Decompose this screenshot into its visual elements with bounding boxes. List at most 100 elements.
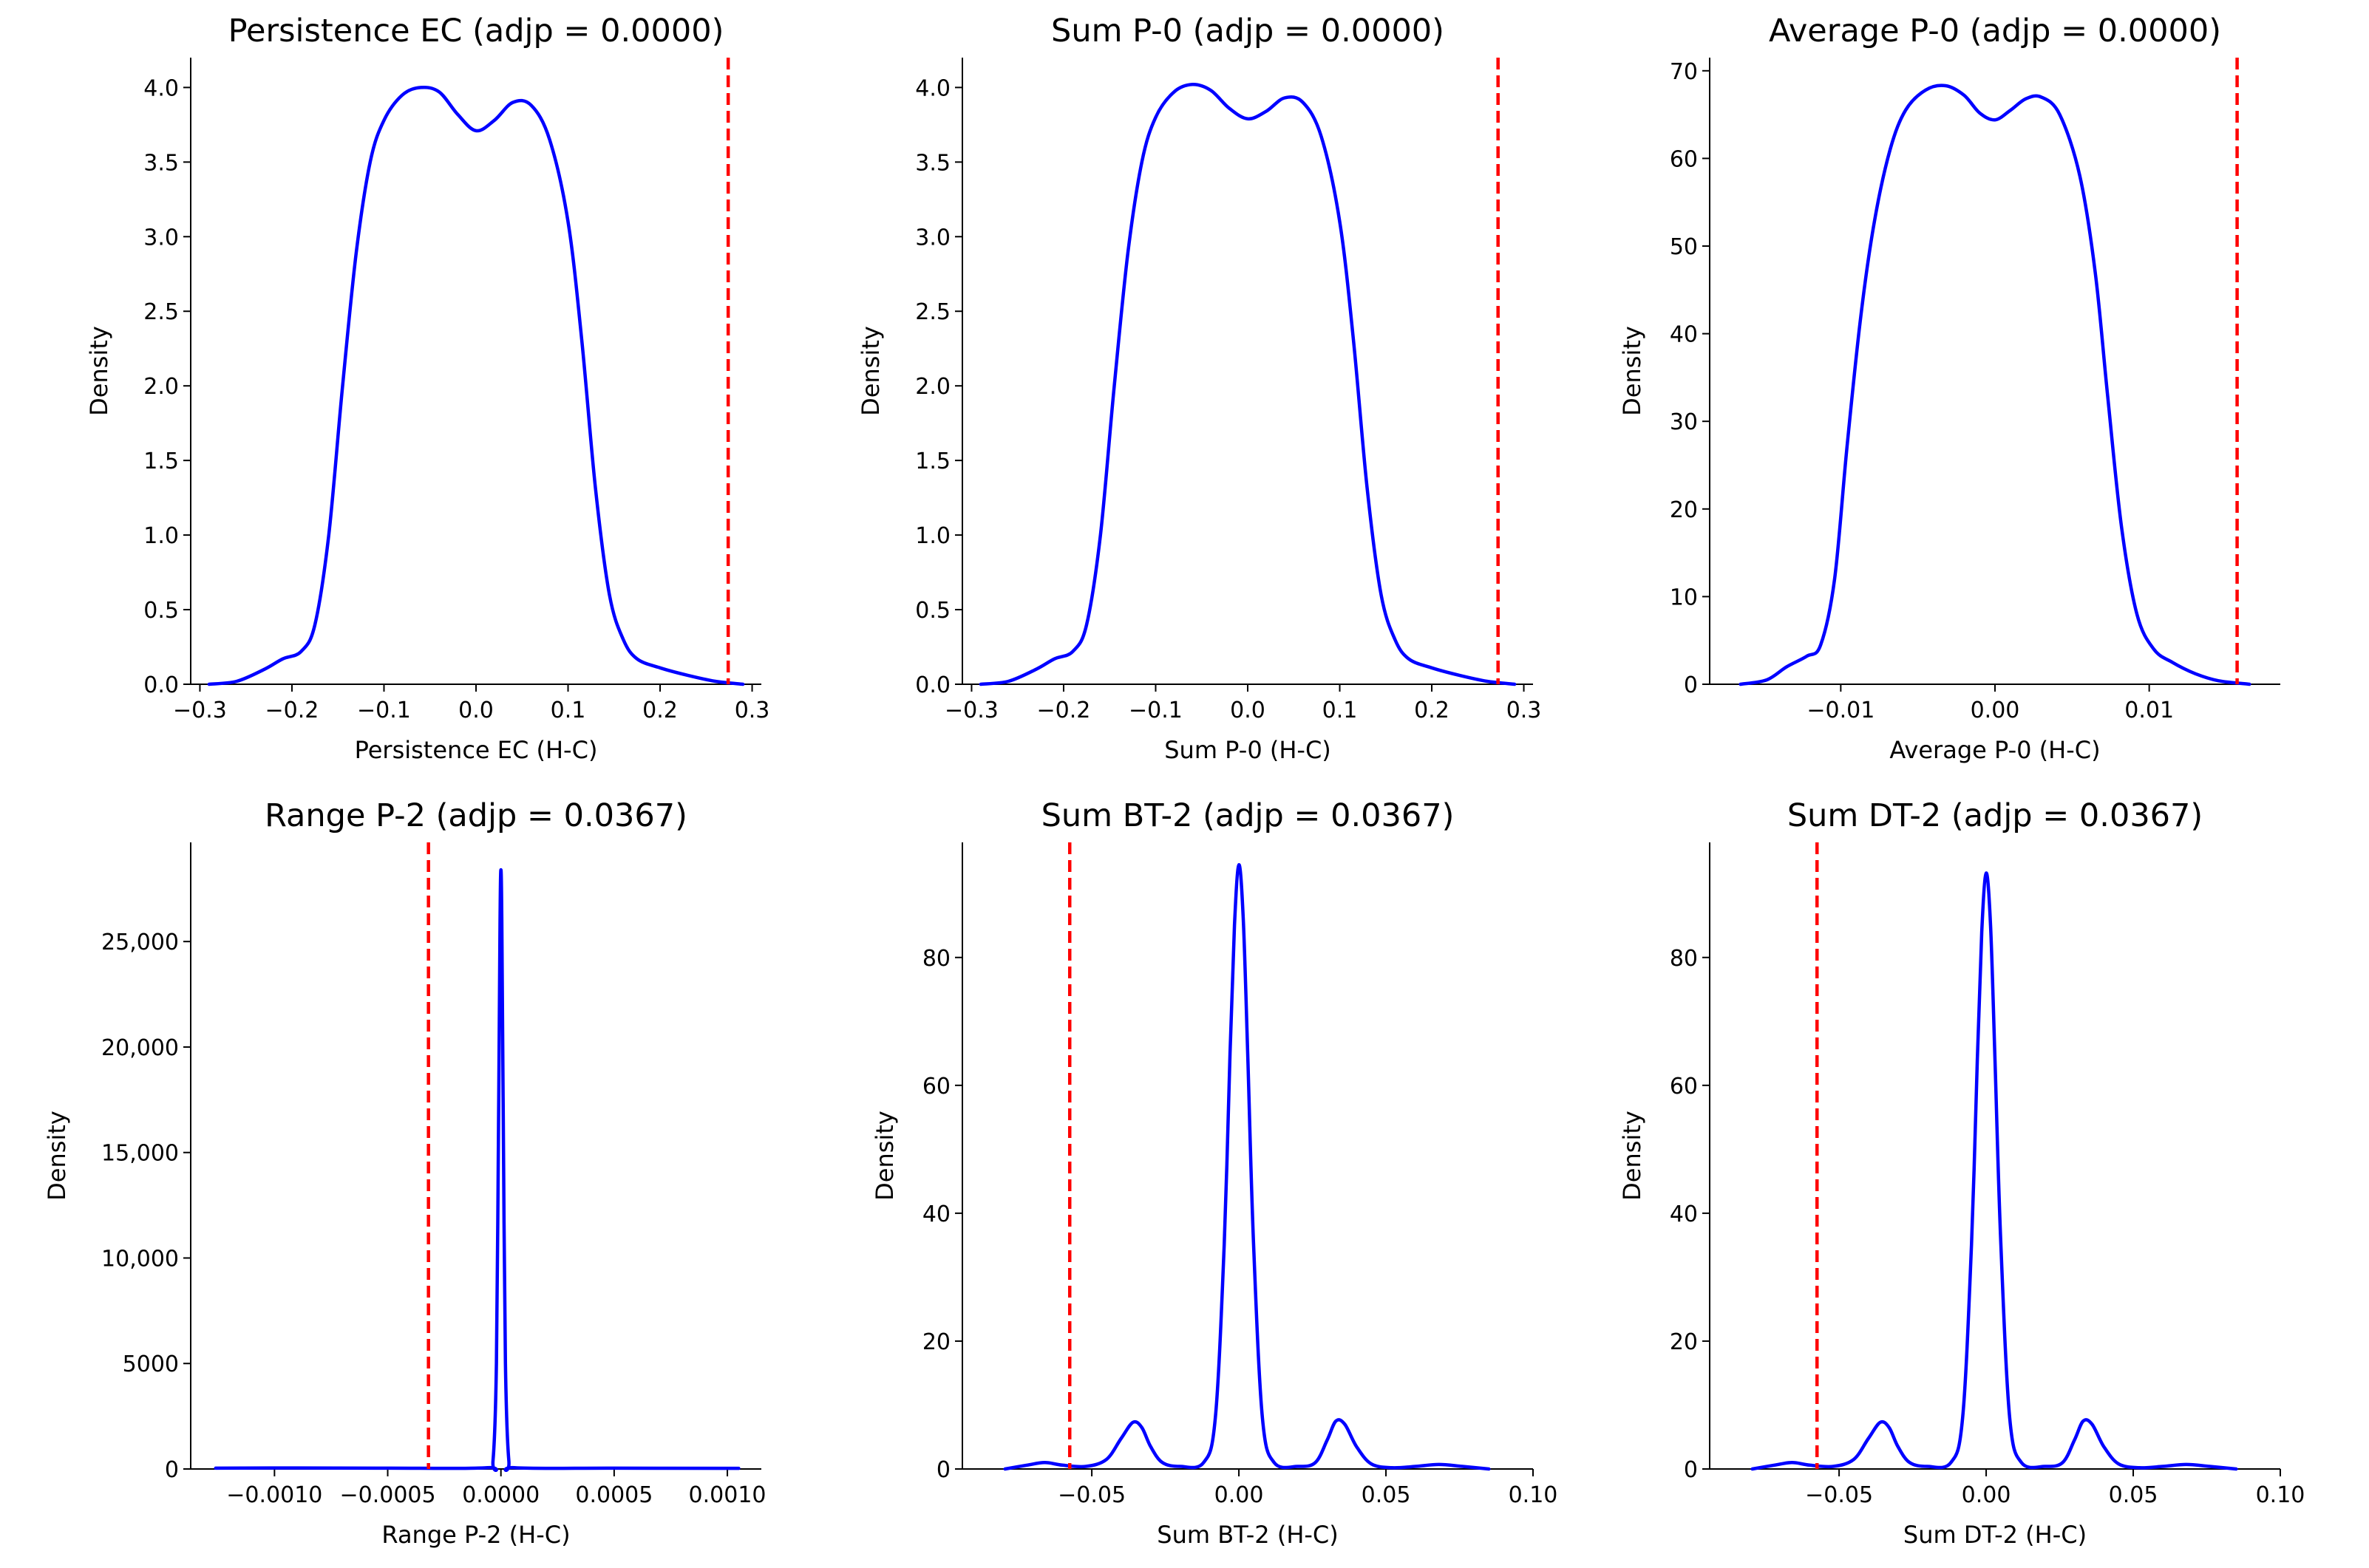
- chart-panel-3: −0.01 0.00 0.01 0 10 20 30 40 50 60 70 Average P-0 …: [1618, 13, 2280, 764]
- x-axis-label: Sum BT-2 (H-C): [1157, 1521, 1339, 1549]
- y-axis-label: Density: [1618, 326, 1646, 416]
- y-axis-label: Density: [43, 1111, 71, 1201]
- y-tick-label: 15,000: [101, 1141, 179, 1167]
- x-tick-label: −0.2: [1037, 698, 1091, 723]
- x-tick-label: 0.2: [1414, 698, 1449, 723]
- x-tick-label: 0.00: [1214, 1482, 1264, 1508]
- y-tick-label: 60: [1670, 1074, 1698, 1100]
- y-tick-label: 0: [165, 1457, 179, 1483]
- y-tick-label: 4.0: [143, 75, 179, 101]
- x-tick-label: 0.1: [551, 698, 586, 723]
- x-tick-label: −0.3: [945, 698, 999, 723]
- y-tick-label: 0: [937, 1457, 951, 1483]
- y-tick-label: 1.5: [915, 449, 951, 474]
- y-tick-label: 3.0: [143, 225, 179, 250]
- x-tick-label: −0.0010: [226, 1482, 322, 1508]
- x-tick-label: −0.3: [173, 698, 227, 723]
- x-axis-label: Range P-2 (H-C): [381, 1521, 570, 1549]
- x-tick-label: −0.0005: [339, 1482, 435, 1508]
- x-tick-label: 0.3: [1506, 698, 1542, 723]
- kde-density-line: [1738, 83, 2251, 686]
- y-tick-label: 60: [1670, 146, 1698, 172]
- y-tick-label: 1.0: [915, 523, 951, 549]
- x-axis-label: Persistence EC (H-C): [355, 736, 598, 764]
- chart-title: Average P-0 (adjp = 0.0000): [1769, 13, 2221, 50]
- y-axis-label: Density: [1618, 1111, 1646, 1201]
- y-tick-label: 0: [1684, 672, 1698, 698]
- x-tick-label: −0.05: [1805, 1482, 1873, 1508]
- y-tick-label: 0.5: [915, 598, 951, 624]
- x-tick-label: 0.10: [2256, 1482, 2305, 1508]
- chart-panel-5: −0.05 0.00 0.05 0.10 0 20 40 60 80 Sum BT-2 (adjp…: [871, 797, 1557, 1549]
- chart-title: Sum BT-2 (adjp = 0.0367): [1041, 797, 1455, 834]
- y-tick-label: 2.5: [143, 299, 179, 325]
- chart-panel-4: −0.0010 −0.0005 0.0000 0.0005 0.0010 0 5000 10,…: [43, 797, 767, 1549]
- y-tick-label: 20,000: [101, 1035, 179, 1061]
- y-tick-label: 4.0: [915, 75, 951, 101]
- x-tick-label: 0.3: [735, 698, 770, 723]
- y-tick-label: 5000: [123, 1351, 179, 1377]
- chart-title: Persistence EC (adjp = 0.0000): [228, 13, 724, 50]
- x-tick-label: 0.0000: [462, 1482, 540, 1508]
- y-tick-label: 40: [922, 1201, 951, 1227]
- x-tick-label: 0.05: [2109, 1482, 2158, 1508]
- y-tick-label: 70: [1670, 59, 1698, 85]
- y-tick-label: 60: [922, 1074, 951, 1100]
- y-tick-label: 50: [1670, 234, 1698, 260]
- kde-density-line: [1003, 863, 1491, 1471]
- y-tick-label: 1.5: [143, 449, 179, 474]
- x-tick-label: −0.2: [265, 698, 319, 723]
- x-tick-label: 0.05: [1362, 1482, 1411, 1508]
- x-tick-label: 0.00: [1962, 1482, 2011, 1508]
- y-tick-label: 25,000: [101, 930, 179, 955]
- y-tick-label: 0: [1684, 1457, 1698, 1483]
- chart-title: Range P-2 (adjp = 0.0367): [265, 797, 687, 834]
- y-tick-label: 30: [1670, 409, 1698, 435]
- x-tick-label: 0.0: [1230, 698, 1265, 723]
- y-axis-label: Density: [85, 326, 113, 416]
- x-tick-label: 0.1: [1322, 698, 1358, 723]
- y-tick-label: 2.0: [143, 374, 179, 400]
- y-tick-label: 10: [1670, 584, 1698, 610]
- y-tick-label: 0.0: [143, 672, 179, 698]
- y-tick-label: 20: [1670, 497, 1698, 523]
- chart-panel-2: −0.3 −0.2 −0.1 0.0 0.1 0.2 0.3 0.0 0.5 1.0 1.5 2.0 2…: [857, 13, 1541, 764]
- y-tick-label: 2.0: [915, 374, 951, 400]
- x-axis-label: Sum DT-2 (H-C): [1903, 1521, 2087, 1549]
- x-tick-label: 0.0010: [689, 1482, 767, 1508]
- y-tick-label: 0.0: [915, 672, 951, 698]
- y-tick-label: 1.0: [143, 523, 179, 549]
- y-tick-label: 20: [922, 1329, 951, 1355]
- y-tick-label: 3.5: [915, 150, 951, 176]
- x-tick-label: 0.01: [2124, 698, 2174, 723]
- y-tick-label: 3.5: [143, 150, 179, 176]
- chart-title: Sum P-0 (adjp = 0.0000): [1051, 13, 1444, 50]
- y-tick-label: 2.5: [915, 299, 951, 325]
- kde-density-line: [979, 83, 1517, 686]
- kde-density-line: [207, 85, 745, 686]
- y-axis-label: Density: [871, 1111, 899, 1201]
- chart-title: Sum DT-2 (adjp = 0.0367): [1787, 797, 2203, 834]
- y-tick-label: 0.5: [143, 598, 179, 624]
- x-tick-label: −0.1: [1129, 698, 1183, 723]
- y-tick-label: 80: [1670, 946, 1698, 972]
- y-tick-label: 3.0: [915, 225, 951, 250]
- x-tick-label: −0.01: [1807, 698, 1875, 723]
- chart-panel-1: −0.3 −0.2 −0.1 0.0 0.1 0.2 0.3 0.0 0.5 1.0 1.5 2.0 2…: [85, 13, 769, 764]
- y-tick-label: 80: [922, 946, 951, 972]
- y-axis-label: Density: [857, 326, 885, 416]
- x-axis-label: Sum P-0 (H-C): [1164, 736, 1331, 764]
- kde-density-line: [1750, 871, 2238, 1471]
- x-tick-label: 0.00: [1971, 698, 2020, 723]
- y-tick-label: 20: [1670, 1329, 1698, 1355]
- x-tick-label: −0.05: [1058, 1482, 1126, 1508]
- x-tick-label: 0.0005: [575, 1482, 653, 1508]
- chart-panel-6: −0.05 0.00 0.05 0.10 0 20 40 60 80 Sum DT-2 (adjp…: [1618, 797, 2305, 1549]
- y-tick-label: 40: [1670, 322, 1698, 348]
- x-tick-label: 0.2: [642, 698, 678, 723]
- x-tick-label: 0.0: [458, 698, 494, 723]
- y-tick-label: 40: [1670, 1201, 1698, 1227]
- x-tick-label: −0.1: [357, 698, 411, 723]
- x-axis-label: Average P-0 (H-C): [1889, 736, 2100, 764]
